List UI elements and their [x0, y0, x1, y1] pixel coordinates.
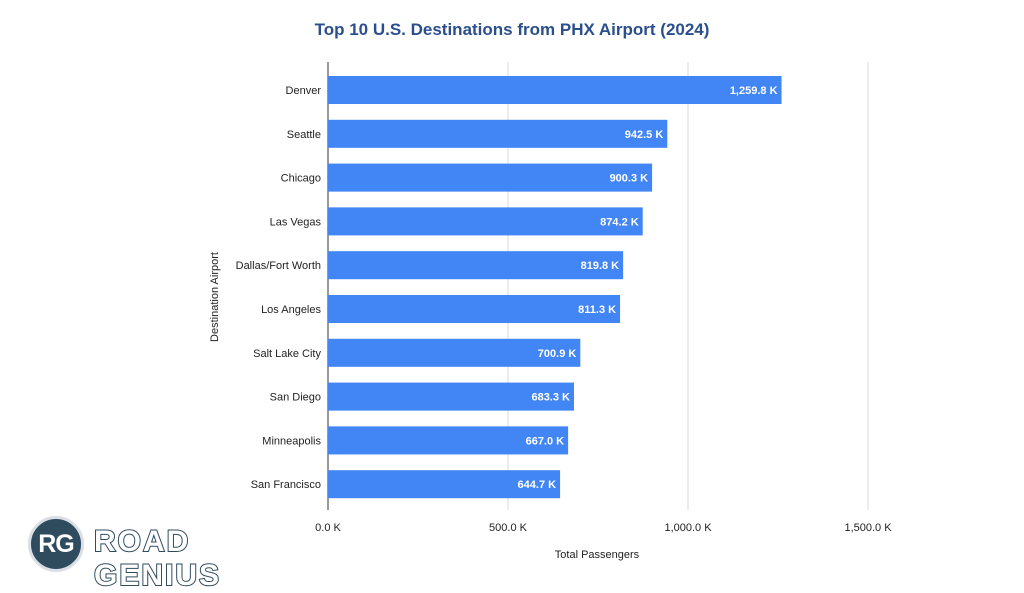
- chart-title: Top 10 U.S. Destinations from PHX Airpor…: [314, 20, 710, 39]
- bar: [328, 207, 643, 236]
- category-label: Chicago: [281, 173, 321, 185]
- data-label: 1,259.8 K: [730, 85, 778, 97]
- bar: [328, 294, 621, 324]
- bar: [328, 251, 624, 280]
- bar: [328, 470, 561, 499]
- bar: [328, 163, 653, 192]
- category-label: Seattle: [287, 129, 321, 141]
- y-axis-title: Destination Airport: [209, 252, 221, 342]
- data-label: 644.7 K: [518, 479, 557, 491]
- x-tick-label: 500.0 K: [489, 522, 528, 534]
- category-label: Minneapolis: [262, 435, 321, 447]
- x-tick-label: 1,500.0 K: [844, 522, 892, 534]
- data-label: 900.3 K: [610, 173, 649, 185]
- bar: [328, 75, 782, 105]
- data-label: 667.0 K: [526, 435, 565, 447]
- x-tick-label: 1,000.0 K: [664, 522, 712, 534]
- category-labels: Denver Seattle Chicago Las Vegas Dallas/Fort…: [236, 85, 322, 491]
- category-label: Los Angeles: [261, 304, 321, 316]
- category-label: San Diego: [270, 392, 321, 404]
- bar: [328, 338, 581, 367]
- bars: 1,259.8 K 942.5 K 900.3 K 874.2 K 819.8 K 811…: [328, 75, 782, 499]
- logo-text: ROAD GENIUS: [93, 524, 222, 593]
- logo-badge: RG: [28, 516, 84, 572]
- x-axis-title: Total Passengers: [555, 549, 640, 561]
- data-label: 683.3 K: [531, 392, 570, 404]
- bar: [328, 119, 668, 148]
- bar: [328, 382, 574, 411]
- category-label: Dallas/Fort Worth: [236, 260, 321, 272]
- bar: [328, 426, 569, 455]
- data-label: 700.9 K: [538, 348, 577, 360]
- data-label: 942.5 K: [625, 129, 664, 141]
- x-tick-label: 0.0 K: [315, 522, 341, 534]
- data-label: 819.8 K: [581, 260, 620, 272]
- category-label: San Francisco: [251, 479, 321, 491]
- category-label: Salt Lake City: [253, 348, 321, 360]
- x-tick-labels: 0.0 K 500.0 K 1,000.0 K 1,500.0 K: [315, 522, 892, 534]
- category-label: Las Vegas: [270, 216, 322, 228]
- data-label: 811.3 K: [578, 304, 616, 316]
- data-label: 874.2 K: [600, 216, 639, 228]
- road-genius-logo: RG ROAD GENIUS: [28, 516, 308, 593]
- category-label: Denver: [286, 85, 322, 97]
